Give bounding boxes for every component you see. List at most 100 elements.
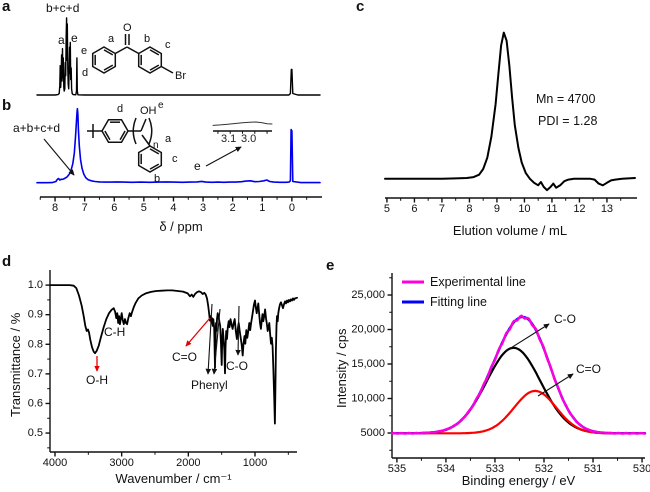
svg-text:25,000: 25,000 <box>351 289 385 301</box>
legend-label-experimental: Experimental line <box>430 275 526 289</box>
structure-label-e: e <box>158 100 164 111</box>
xps-chart: 535 534 533 532 531 530 5000 10,000 15,000 20,000… <box>351 273 650 475</box>
structure-label-b: b <box>154 173 160 185</box>
svg-text:0.7: 0.7 <box>28 368 43 380</box>
structure-label-a: a <box>165 133 172 145</box>
panel-c: 5 6 7 8 9 10 11 12 13 c Mn = 4700 PDI = 1.28 Elu… <box>325 0 650 245</box>
co-single-label: C-O <box>554 312 576 326</box>
svg-text:3: 3 <box>200 202 206 214</box>
structure-label-oh: OH <box>140 105 157 117</box>
svg-text:0: 0 <box>289 202 295 214</box>
svg-text:4: 4 <box>170 202 176 214</box>
phenyl-arrow-1 <box>205 303 213 375</box>
nmr-inset-chart <box>212 121 273 134</box>
ir-x-axis-title: Wavenumber / cm⁻¹ <box>115 471 232 486</box>
panel-letter-d: d <box>2 253 12 270</box>
svg-text:3000: 3000 <box>109 457 133 469</box>
svg-text:2000: 2000 <box>176 457 200 469</box>
svg-text:532: 532 <box>535 463 553 475</box>
abcd-peak-arrow <box>43 138 75 176</box>
panel-letter-c: c <box>356 0 365 15</box>
svg-text:7: 7 <box>82 202 88 214</box>
co-double-label: C=O <box>576 362 602 376</box>
panel-d: 4000 3000 2000 1000 1.0 0.9 0.8 0.7 0.6 0.5 d O-H… <box>0 245 325 492</box>
svg-text:6: 6 <box>411 203 417 215</box>
co-single-arrow <box>235 305 241 356</box>
nmr-monomer-chart <box>36 17 321 96</box>
svg-text:8: 8 <box>466 203 472 215</box>
panel-e: 535 534 533 532 531 530 5000 10,000 15,000 20,000… <box>325 245 650 492</box>
nmr-x-axis-title: δ / ppm <box>159 219 203 234</box>
svg-text:13: 13 <box>601 203 613 215</box>
gpc-x-axis-title: Elution volume / mL <box>452 223 568 238</box>
phenyl-arrow-2 <box>211 308 221 375</box>
panel-e-overlay <box>402 280 574 397</box>
svg-text:5000: 5000 <box>361 427 385 439</box>
svg-text:0.9: 0.9 <box>28 309 43 321</box>
svg-text:0.5: 0.5 <box>28 427 43 439</box>
ir-y-axis-title: Transmittance / % <box>8 312 23 417</box>
peak-label-e: e <box>71 31 78 45</box>
co-single-arrow <box>505 323 550 352</box>
svg-text:1.0: 1.0 <box>28 279 43 291</box>
peak-label-bcd: b+c+d <box>46 1 80 15</box>
panel-d-overlay <box>94 303 241 375</box>
svg-text:531: 531 <box>584 463 602 475</box>
pdi-annotation: PDI = 1.28 <box>538 114 598 128</box>
phenyl-label: Phenyl <box>191 378 228 392</box>
co-double-arrow <box>185 317 211 347</box>
structure-label-b: b <box>144 33 150 45</box>
structure-label-d: d <box>117 103 123 115</box>
svg-text:9: 9 <box>494 203 500 215</box>
svg-text:10: 10 <box>518 203 530 215</box>
ir-chart: 4000 3000 2000 1000 1.0 0.9 0.8 0.7 0.6 0.5 <box>28 270 298 469</box>
oh-label: O-H <box>86 373 108 387</box>
xps-x-axis-title: Binding energy / eV <box>461 473 576 488</box>
gpc-chart: 5 6 7 8 9 10 11 12 13 <box>384 31 637 215</box>
structure-label-c: c <box>172 153 178 165</box>
svg-text:2: 2 <box>230 202 236 214</box>
legend-label-fitting: Fitting line <box>430 295 487 309</box>
structure-label-n: n <box>153 140 159 151</box>
svg-text:10,000: 10,000 <box>351 393 385 405</box>
structure-label-o: O <box>123 22 132 34</box>
panel-ab: 8 7 6 5 4 3 2 1 0 <box>0 0 325 245</box>
svg-text:5: 5 <box>141 202 147 214</box>
ch-label: C-H <box>104 325 126 339</box>
inset-tick-30: 3.0 <box>241 133 257 145</box>
structure-label-e: e <box>81 45 87 57</box>
co-double-arrow <box>537 373 574 397</box>
mn-annotation: Mn = 4700 <box>536 92 596 106</box>
e-peak-label: e <box>194 159 201 173</box>
svg-text:15,000: 15,000 <box>351 358 385 370</box>
structure-label-c: c <box>165 39 171 51</box>
co-double-label: C=O <box>172 350 198 364</box>
panel-letter-b: b <box>2 97 12 114</box>
e-inset-arrow <box>205 146 242 167</box>
svg-text:12: 12 <box>573 203 585 215</box>
svg-text:0.6: 0.6 <box>28 397 43 409</box>
co-single-label: C-O <box>226 359 248 373</box>
svg-text:8: 8 <box>52 202 58 214</box>
panel-letter-a: a <box>2 0 11 15</box>
svg-text:4000: 4000 <box>43 457 67 469</box>
panel-letter-e: e <box>326 257 335 274</box>
structure-label-br: Br <box>175 70 186 82</box>
xps-y-axis-title: Intensity / cps <box>334 328 349 408</box>
polymer-structure: d OH e n a c b <box>87 100 178 185</box>
svg-text:1000: 1000 <box>243 457 267 469</box>
inset-tick-31: 3.1 <box>221 133 237 145</box>
structure-label-d: d <box>82 67 88 79</box>
svg-text:1: 1 <box>259 202 265 214</box>
svg-text:535: 535 <box>388 463 406 475</box>
benzophenone-structure: a e d O b c Br <box>81 22 186 82</box>
svg-text:530: 530 <box>633 463 650 475</box>
structure-label-a: a <box>108 33 115 45</box>
panel-ab-overlay: a e d O b c Br <box>43 22 242 185</box>
svg-text:5: 5 <box>384 203 390 215</box>
svg-text:11: 11 <box>546 203 557 215</box>
svg-text:0.8: 0.8 <box>28 338 43 350</box>
svg-text:6: 6 <box>111 202 117 214</box>
svg-text:7: 7 <box>439 203 445 215</box>
